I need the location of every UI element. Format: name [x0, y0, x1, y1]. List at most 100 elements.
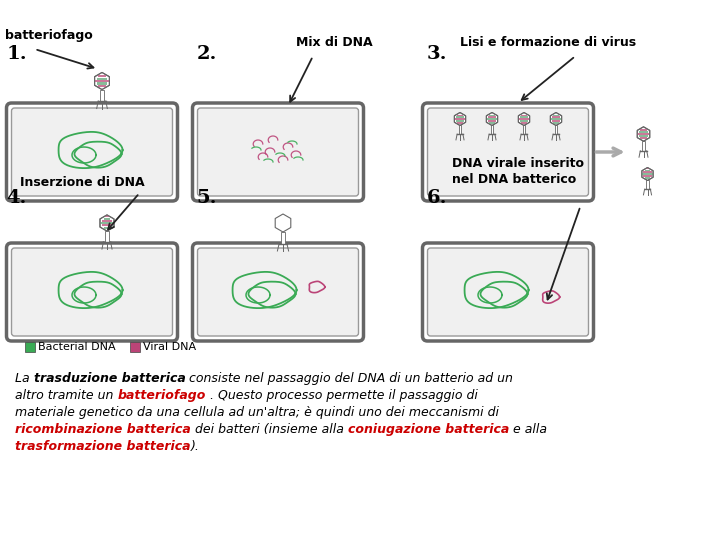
- Polygon shape: [518, 112, 530, 125]
- Text: Lisi e formazione di virus: Lisi e formazione di virus: [461, 36, 636, 49]
- Text: Inserzione di DNA: Inserzione di DNA: [19, 176, 144, 189]
- Bar: [520, 120, 528, 122]
- Bar: [644, 175, 652, 177]
- Text: 3.: 3.: [426, 45, 447, 63]
- Bar: [644, 177, 650, 179]
- Bar: [523, 125, 526, 134]
- Bar: [644, 170, 650, 171]
- Bar: [454, 118, 466, 120]
- Text: batteriofago: batteriofago: [4, 29, 92, 42]
- Bar: [490, 125, 493, 134]
- Bar: [95, 80, 109, 82]
- Bar: [456, 117, 464, 118]
- Bar: [25, 342, 35, 352]
- Text: 2.: 2.: [197, 45, 217, 63]
- Bar: [553, 122, 559, 124]
- Polygon shape: [100, 215, 114, 231]
- FancyBboxPatch shape: [12, 248, 173, 336]
- Bar: [488, 117, 496, 118]
- Bar: [490, 122, 495, 124]
- FancyBboxPatch shape: [197, 108, 359, 196]
- Bar: [105, 215, 109, 217]
- FancyBboxPatch shape: [192, 103, 364, 201]
- Text: Viral DNA: Viral DNA: [143, 342, 196, 352]
- FancyBboxPatch shape: [428, 248, 588, 336]
- FancyBboxPatch shape: [423, 103, 593, 201]
- FancyBboxPatch shape: [428, 108, 588, 196]
- Bar: [99, 75, 106, 77]
- Bar: [554, 125, 557, 134]
- Bar: [641, 129, 647, 131]
- Text: La: La: [15, 372, 34, 385]
- Text: materiale genetico da una cellula ad un'altra; è quindi uno dei meccanismi di: materiale genetico da una cellula ad un'…: [15, 406, 499, 419]
- Polygon shape: [487, 112, 498, 125]
- Bar: [552, 120, 560, 122]
- Bar: [130, 342, 140, 352]
- Bar: [639, 131, 648, 133]
- Bar: [490, 114, 495, 116]
- Bar: [642, 141, 645, 151]
- Bar: [96, 78, 107, 80]
- FancyBboxPatch shape: [192, 243, 364, 341]
- Bar: [281, 232, 285, 244]
- Bar: [553, 114, 559, 116]
- Bar: [521, 122, 527, 124]
- Text: e alla: e alla: [509, 423, 547, 436]
- Bar: [105, 231, 109, 242]
- FancyBboxPatch shape: [6, 243, 178, 341]
- Bar: [646, 168, 649, 170]
- Bar: [96, 83, 107, 85]
- Bar: [100, 222, 114, 224]
- Polygon shape: [642, 167, 653, 180]
- Text: consiste nel passaggio del DNA di un batterio ad un: consiste nel passaggio del DNA di un bat…: [185, 372, 513, 385]
- Text: Mix di DNA: Mix di DNA: [296, 36, 373, 49]
- Bar: [457, 114, 463, 116]
- FancyBboxPatch shape: [6, 103, 178, 201]
- Text: Bacterial DNA: Bacterial DNA: [38, 342, 116, 352]
- Text: 1.: 1.: [6, 45, 27, 63]
- Text: dei batteri (insieme alla: dei batteri (insieme alla: [191, 423, 348, 436]
- Bar: [102, 224, 112, 226]
- Polygon shape: [637, 127, 649, 141]
- Bar: [487, 118, 498, 120]
- Bar: [457, 122, 463, 124]
- Bar: [646, 180, 649, 189]
- Polygon shape: [550, 112, 562, 125]
- Bar: [521, 114, 527, 116]
- Bar: [639, 135, 648, 137]
- Bar: [644, 172, 652, 173]
- Polygon shape: [94, 72, 109, 90]
- Bar: [104, 227, 110, 228]
- Text: trasduzione batterica: trasduzione batterica: [34, 372, 185, 385]
- Bar: [102, 220, 112, 222]
- Text: 4.: 4.: [6, 189, 27, 207]
- Text: coniugazione batterica: coniugazione batterica: [348, 423, 509, 436]
- Text: 5.: 5.: [197, 189, 217, 207]
- Bar: [637, 133, 649, 135]
- Text: 6.: 6.: [426, 189, 447, 207]
- Text: trasformazione batterica: trasformazione batterica: [15, 440, 191, 453]
- Text: ).: ).: [191, 440, 199, 453]
- Bar: [104, 218, 110, 220]
- Bar: [456, 120, 464, 122]
- Text: . Questo processo permette il passaggio di: . Questo processo permette il passaggio …: [206, 389, 477, 402]
- Polygon shape: [275, 214, 291, 232]
- Text: ricombinazione batterica: ricombinazione batterica: [15, 423, 191, 436]
- FancyBboxPatch shape: [197, 248, 359, 336]
- Bar: [642, 173, 653, 175]
- Bar: [641, 137, 647, 139]
- Bar: [552, 117, 560, 118]
- Bar: [551, 118, 562, 120]
- Polygon shape: [454, 112, 466, 125]
- Bar: [99, 85, 106, 87]
- FancyBboxPatch shape: [12, 108, 173, 196]
- Text: DNA virale inserito
nel DNA batterico: DNA virale inserito nel DNA batterico: [452, 157, 585, 186]
- Text: altro tramite un: altro tramite un: [15, 389, 117, 402]
- Bar: [488, 120, 496, 122]
- Bar: [520, 117, 528, 118]
- Text: batteriofago: batteriofago: [117, 389, 206, 402]
- Bar: [518, 118, 529, 120]
- Bar: [100, 90, 104, 101]
- Bar: [459, 125, 462, 134]
- FancyBboxPatch shape: [423, 243, 593, 341]
